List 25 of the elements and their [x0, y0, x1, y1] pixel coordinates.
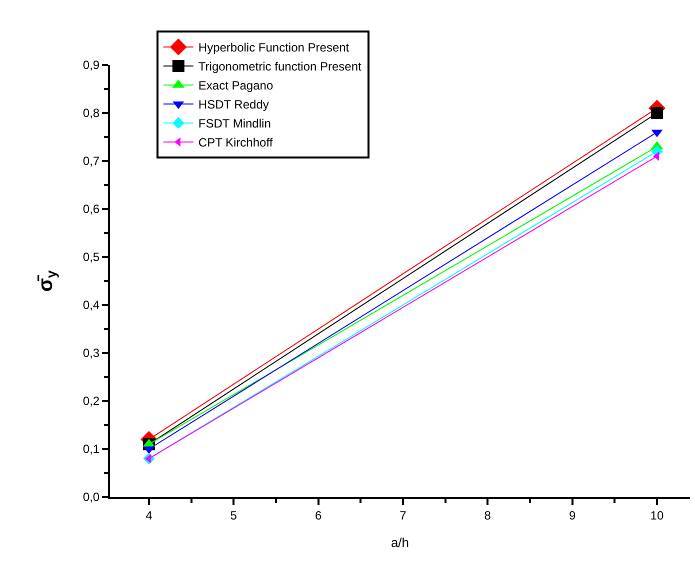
x-tick-label: 7	[400, 508, 407, 522]
legend-label: Exact Pagano	[198, 78, 274, 93]
y-tick-label: 0,7	[82, 154, 100, 168]
legend-label: HSDT Reddy	[198, 98, 269, 112]
y-tick-label: 0,9	[82, 58, 100, 72]
x-tick-label: 9	[568, 508, 576, 522]
y-tick-label: 0,5	[82, 250, 100, 264]
legend-label: Trigonometric function Present	[198, 60, 362, 74]
y-tick-label: 0,3	[82, 346, 100, 360]
legend-label: FSDT Mindlin	[198, 116, 271, 131]
x-tick-label: 5	[230, 508, 238, 522]
x-tick-label: 6	[314, 508, 322, 522]
y-tick-label: 0,6	[82, 202, 100, 216]
x-tick-label: 8	[484, 508, 492, 522]
y-tick-label: 0,4	[82, 298, 100, 312]
point	[650, 107, 663, 119]
y-tick-label: 0,2	[82, 394, 100, 408]
x-tick-label: 10	[650, 508, 664, 522]
x-tick-label: 4	[146, 508, 153, 522]
y-tick-label: 0,8	[82, 106, 100, 120]
y-tick-label: 0,0	[82, 490, 100, 504]
y-tick-label: 0,1	[82, 442, 100, 456]
x-axis-title: a/h	[390, 535, 410, 550]
legend-label: Hyperbolic Function Present	[198, 40, 350, 55]
legend-label: CPT Kirchhoff	[198, 136, 274, 150]
